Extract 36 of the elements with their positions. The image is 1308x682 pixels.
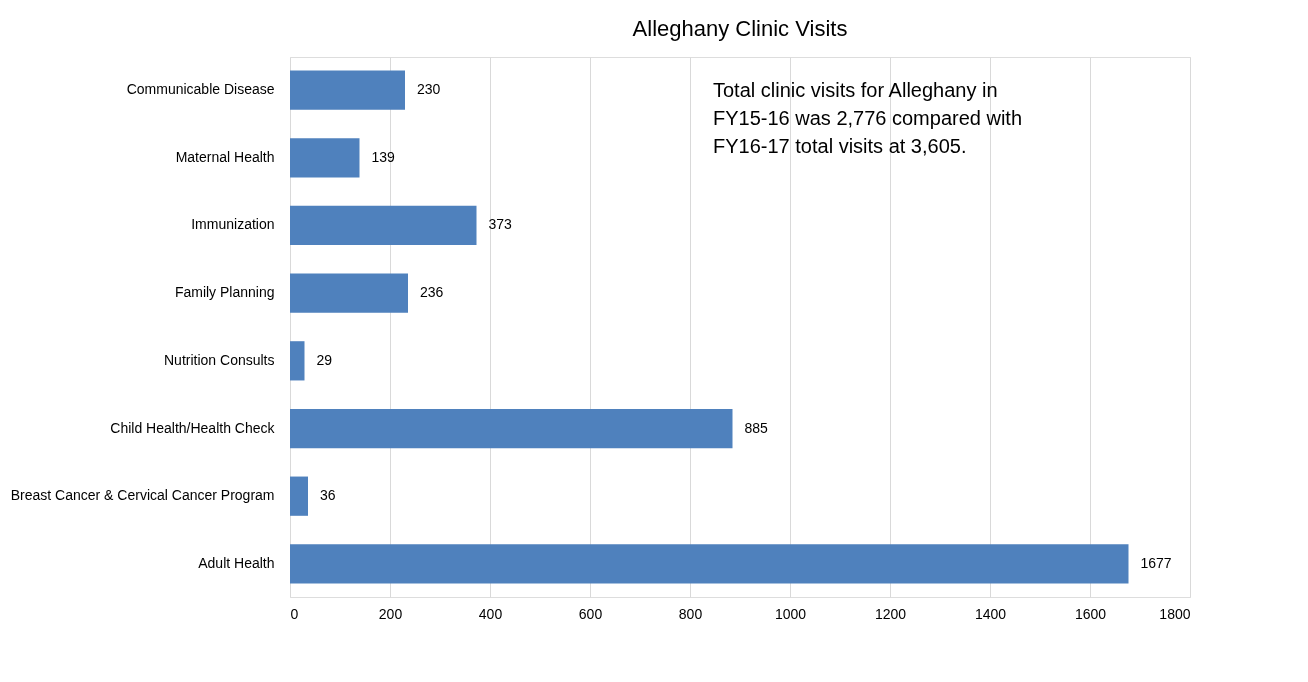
x-tick-label: 600	[578, 605, 603, 622]
x-tick-label: 1000	[774, 605, 807, 622]
data-label: 373	[488, 216, 513, 233]
x-tick-label: 0	[290, 605, 299, 622]
x-tick-label: 800	[678, 605, 703, 622]
data-label: 139	[371, 148, 396, 165]
bar	[290, 476, 308, 516]
bar	[290, 408, 733, 449]
chart-title: Alleghany Clinic Visits	[632, 16, 848, 41]
bar	[290, 544, 1129, 584]
y-tick-label: Immunization	[191, 216, 275, 233]
y-tick-label: Family Planning	[174, 284, 275, 301]
x-tick-label: 1200	[874, 605, 907, 622]
data-label: 36	[320, 487, 336, 504]
bar	[290, 70, 405, 110]
x-tick-label: 200	[378, 605, 403, 622]
x-tick-label: 400	[478, 605, 503, 622]
y-tick-label: Breast Cancer & Cervical Cancer Program	[10, 487, 275, 504]
data-label: 230	[417, 81, 441, 98]
annotation: Total clinic visits for Alleghany in FY15-16 was 2,776 compared with FY16-17 total visits at 3,605.	[713, 79, 1023, 158]
data-label: 1677	[1140, 554, 1172, 571]
data-label: 885	[744, 419, 769, 436]
y-tick-label: Adult Health	[198, 554, 275, 571]
bar	[290, 341, 305, 381]
x-tick-label: 1600	[1074, 605, 1107, 622]
bar	[290, 205, 477, 246]
bar	[290, 273, 408, 313]
y-tick-label: Communicable Disease	[126, 81, 275, 98]
x-tick-label: 1800	[1159, 605, 1191, 622]
y-tick-label: Maternal Health	[175, 148, 275, 165]
data-label: 29	[316, 351, 333, 368]
x-tick-label: 1400	[974, 605, 1007, 622]
y-tick-label: Nutrition Consults	[164, 351, 275, 368]
bar	[290, 138, 360, 178]
data-label: 236	[420, 284, 444, 301]
y-tick-label: Child Health/Health Check	[110, 419, 276, 436]
